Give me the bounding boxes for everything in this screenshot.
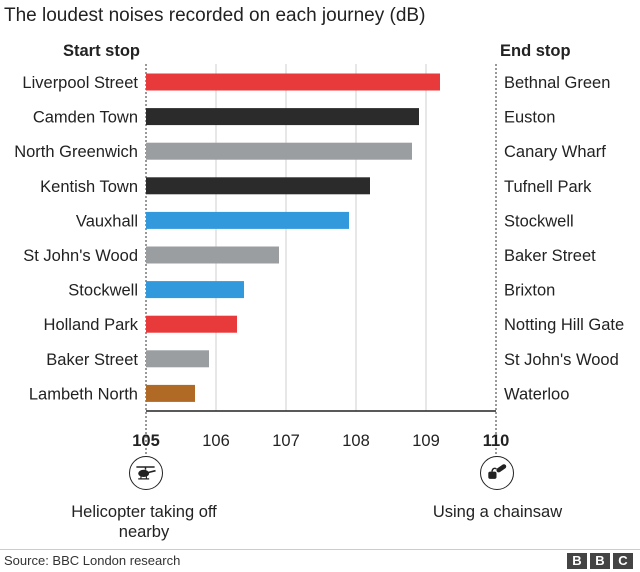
right-axis-note: Using a chainsaw: [432, 503, 563, 521]
end-stop-label: Stockwell: [504, 212, 574, 230]
start-stop-label: Lambeth North: [29, 385, 138, 403]
x-tick-label: 105: [132, 432, 160, 450]
start-stop-label: Kentish Town: [40, 178, 138, 196]
bar: [146, 384, 195, 402]
x-tick-label: 106: [202, 432, 230, 450]
end-stop-header: End stop: [500, 42, 571, 60]
bbc-logo-letter: B: [567, 553, 587, 569]
x-tick-label: 108: [342, 432, 370, 450]
start-stop-label: Liverpool Street: [22, 74, 138, 92]
bar: [146, 108, 419, 126]
bar: [146, 73, 440, 91]
chainsaw-icon: [480, 456, 514, 490]
end-stop-label: Notting Hill Gate: [504, 316, 624, 334]
chart-title: The loudest noises recorded on each jour…: [4, 5, 426, 26]
end-stop-label: Waterloo: [504, 385, 569, 403]
end-stop-label: St John's Wood: [504, 351, 619, 369]
end-stop-label: Canary Wharf: [504, 143, 606, 161]
bar: [146, 177, 370, 195]
source-note: Source: BBC London research: [4, 553, 181, 568]
start-stop-label: Vauxhall: [76, 212, 138, 230]
start-stop-header: Start stop: [63, 42, 140, 60]
bar: [146, 350, 209, 368]
bar: [146, 315, 237, 333]
bbc-logo-letter: B: [590, 553, 610, 569]
bbc-logo-letter: C: [613, 553, 633, 569]
bar: [146, 142, 412, 160]
end-stop-label: Tufnell Park: [504, 178, 592, 196]
start-stop-label: Holland Park: [44, 316, 139, 334]
x-tick-label: 110: [483, 432, 510, 450]
start-stop-label: Camden Town: [33, 109, 138, 127]
start-stop-label: Stockwell: [68, 282, 138, 300]
end-stop-label: Bethnal Green: [504, 74, 610, 92]
bbc-logo: B B C: [567, 553, 633, 569]
bar: [146, 281, 244, 299]
bar-chart: Start stop End stop Liverpool Street Bethna…: [14, 42, 624, 460]
x-tick-label: 109: [412, 432, 440, 450]
bar: [146, 246, 279, 264]
x-tick-label: 107: [272, 432, 300, 450]
start-stop-label: North Greenwich: [14, 143, 138, 161]
end-stop-label: Baker Street: [504, 247, 596, 265]
end-stop-label: Brixton: [504, 282, 555, 300]
start-stop-label: St John's Wood: [23, 247, 138, 265]
bar: [146, 211, 349, 229]
left-axis-note: Helicopter taking off nearby: [71, 503, 217, 541]
footer-divider: [0, 549, 640, 550]
end-stop-label: Euston: [504, 109, 555, 127]
helicopter-icon: [129, 456, 163, 490]
start-stop-label: Baker Street: [46, 351, 138, 369]
